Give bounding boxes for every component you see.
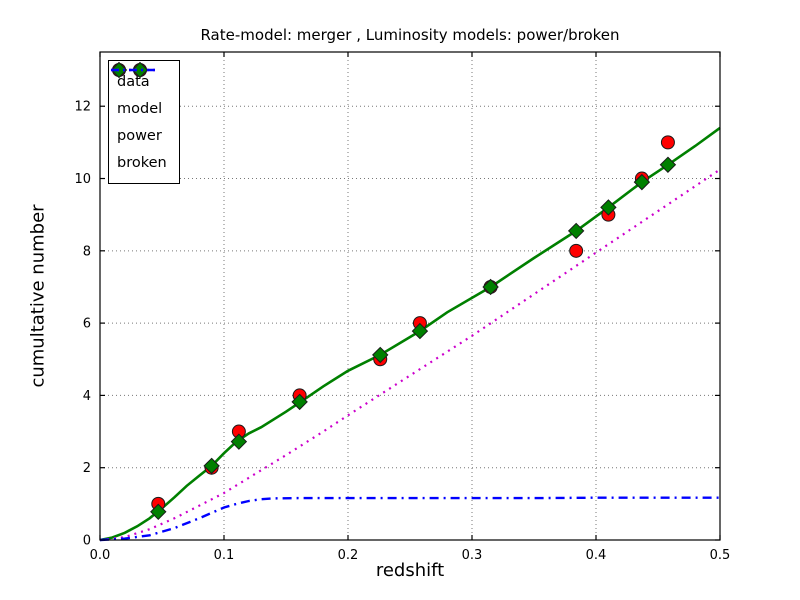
x-axis-label: redshift — [375, 560, 445, 581]
marker-model — [633, 173, 651, 191]
y-tick-label: 6 — [83, 317, 91, 332]
marker-data — [569, 243, 584, 258]
marker-model — [291, 393, 308, 411]
y-tick-label: 12 — [74, 100, 91, 115]
marker-model — [482, 278, 499, 296]
x-tick-label: 0.5 — [710, 548, 731, 563]
x-tick-label: 0.3 — [462, 548, 483, 563]
marker-data — [660, 135, 675, 150]
marker-model — [150, 503, 167, 521]
y-tick-label: 10 — [74, 172, 91, 187]
x-tick-label: 0.4 — [586, 548, 607, 563]
x-tick-label: 0.2 — [338, 548, 359, 563]
x-tick-label: 0.1 — [214, 548, 235, 563]
marker-model — [230, 433, 248, 450]
y-tick-label: 0 — [83, 534, 91, 549]
plot-background — [100, 52, 720, 540]
legend-item-model: model — [110, 61, 167, 122]
legend-label-power: power — [117, 127, 162, 144]
series-power — [99, 168, 721, 542]
y-tick-label: 8 — [83, 244, 91, 259]
marker-model — [659, 156, 677, 173]
legend-label-model: model — [117, 100, 163, 117]
series-broken — [99, 496, 720, 542]
y-axis-label: cumultative number — [27, 204, 49, 388]
axes-frame — [99, 51, 721, 541]
y-tick-label: 2 — [83, 461, 91, 476]
marker-model — [567, 222, 585, 240]
y-tick-label: 4 — [83, 389, 91, 404]
marker-model — [372, 346, 389, 364]
marker-model — [411, 322, 429, 340]
marker-model — [203, 457, 220, 475]
x-tick-label: 0.0 — [90, 548, 111, 563]
legend: data model power broken — [108, 60, 180, 184]
legend-label-broken: broken — [117, 154, 167, 171]
legend-label-data: data — [117, 73, 150, 90]
legend-item-power: power — [111, 68, 167, 149]
legend-item-broken: broken — [111, 68, 167, 176]
chart-title: Rate-model: merger , Luminosity models: … — [200, 26, 620, 44]
marker-model — [600, 199, 617, 216]
broken-line-icon — [111, 68, 155, 72]
